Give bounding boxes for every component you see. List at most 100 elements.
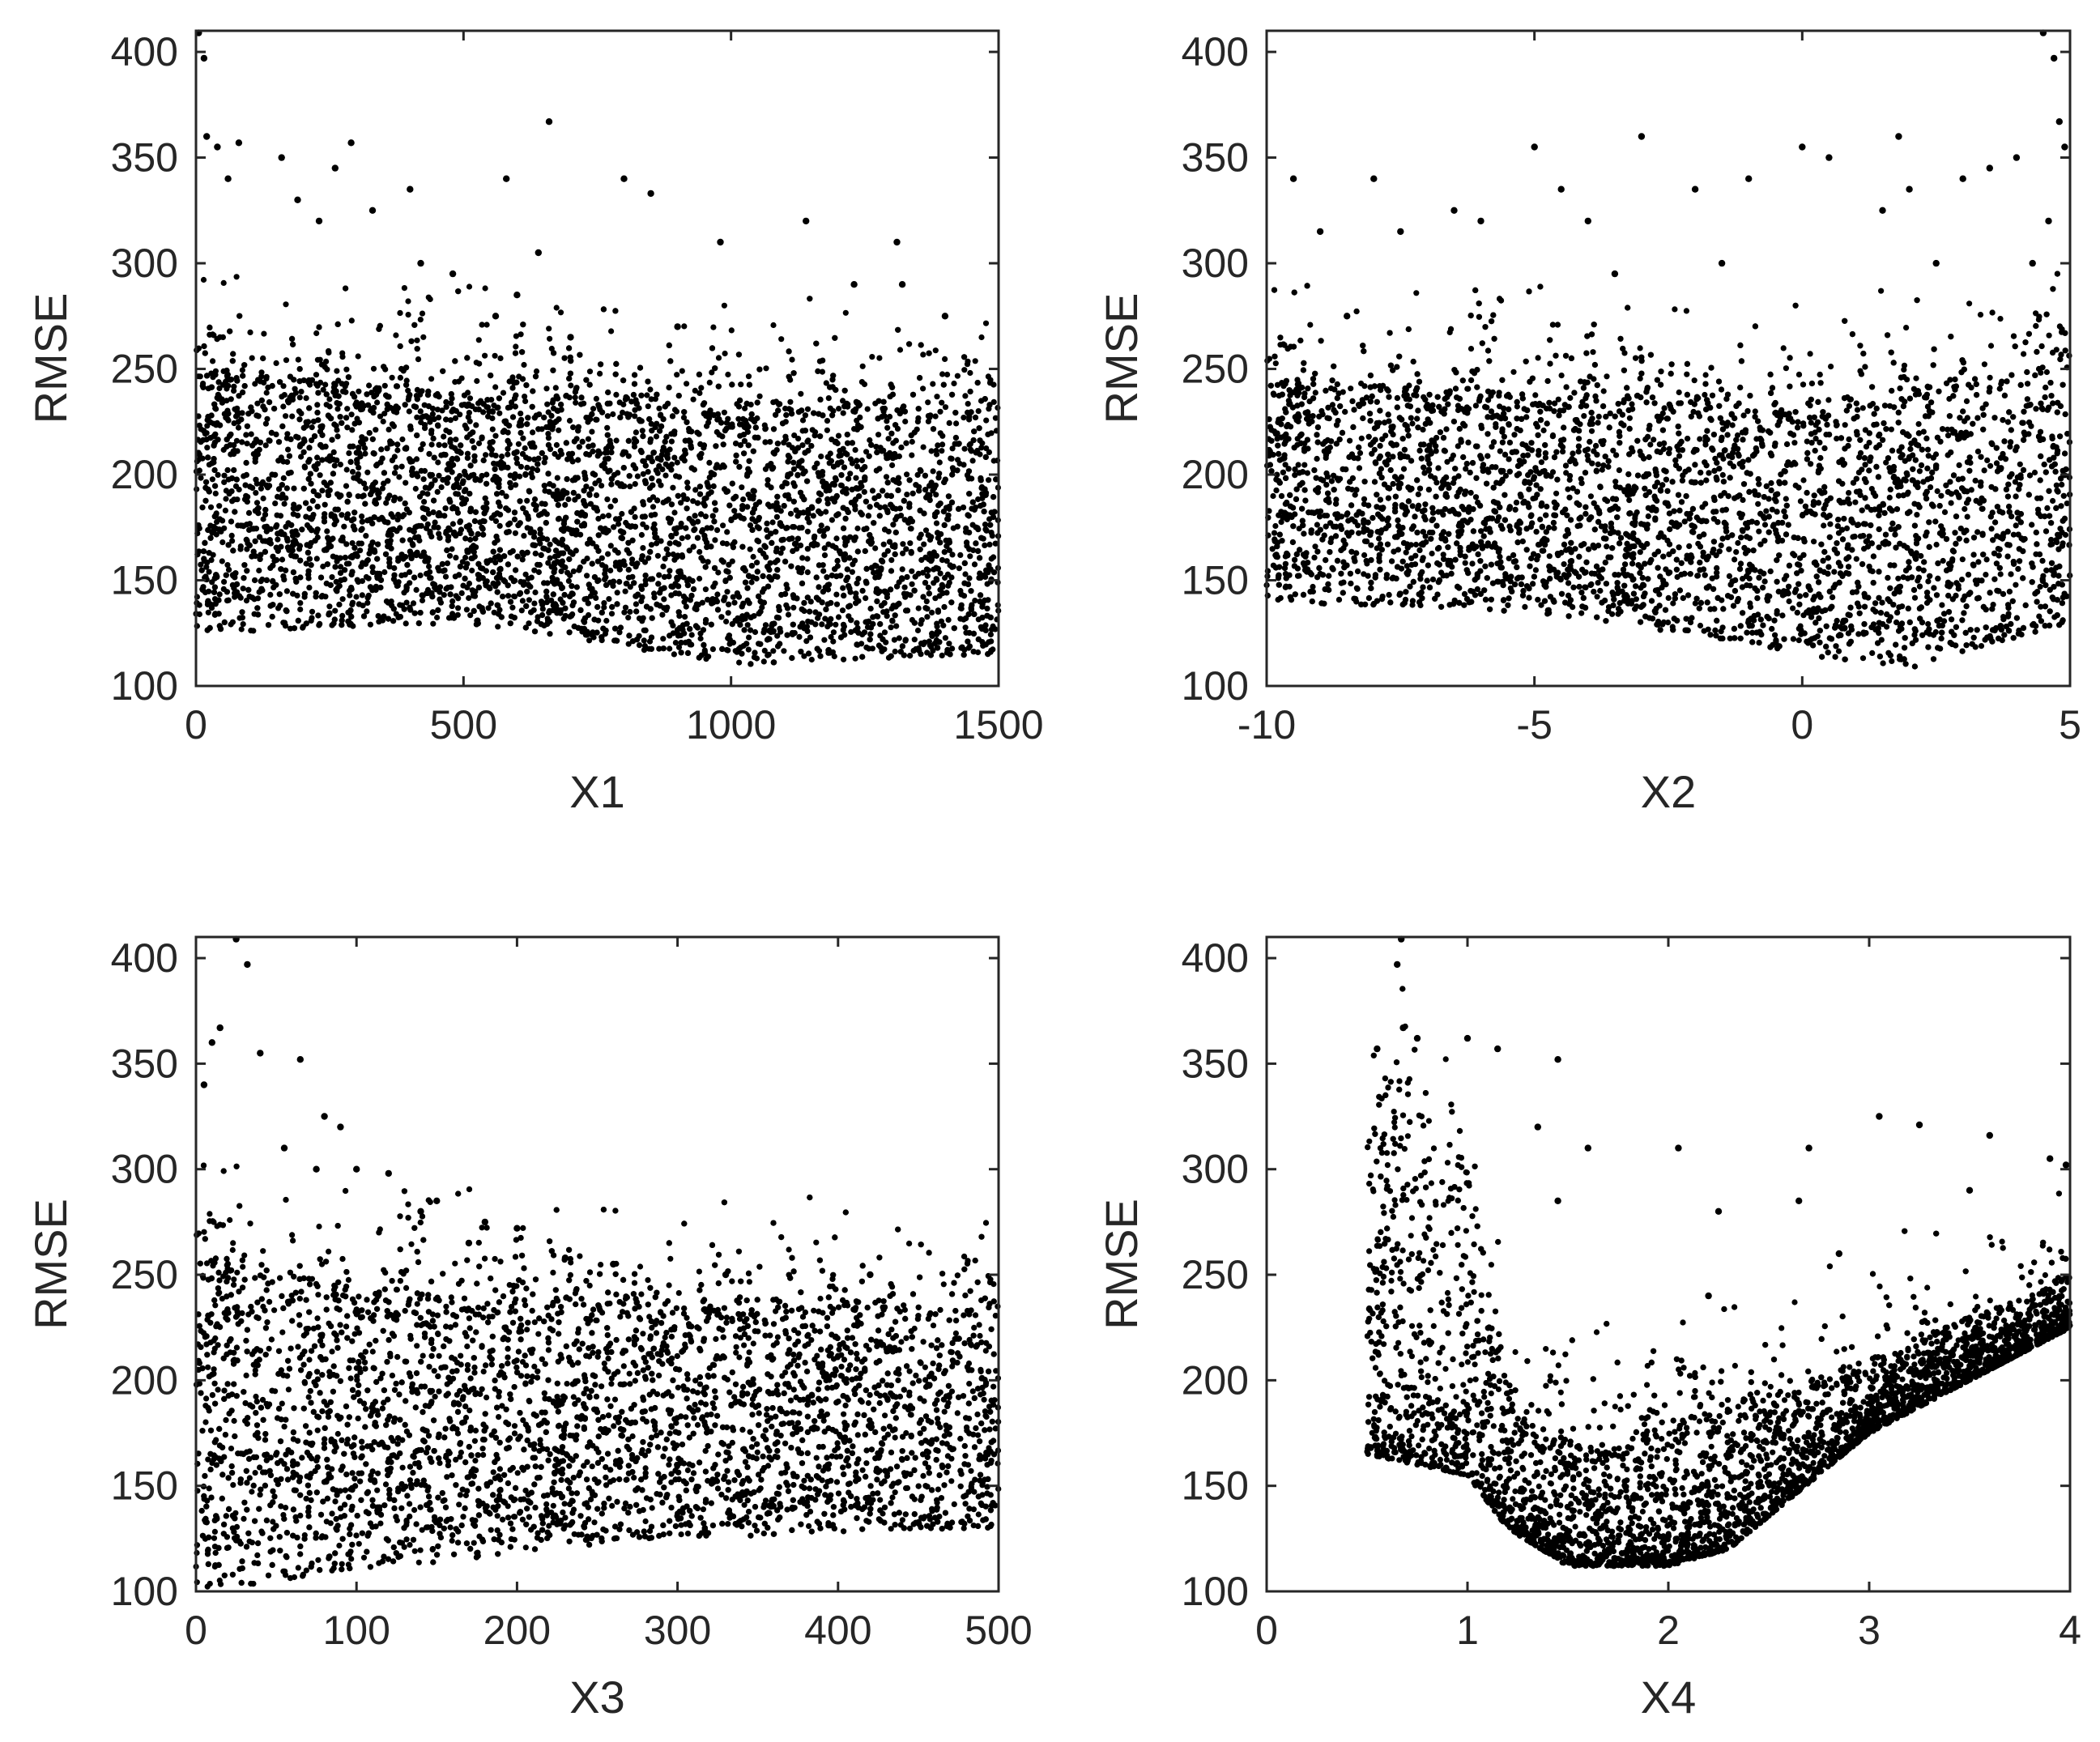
data-point [870, 614, 876, 620]
data-point [967, 388, 973, 395]
data-point [742, 579, 749, 586]
data-point [737, 397, 743, 403]
data-point [696, 575, 703, 582]
data-point [741, 450, 748, 457]
data-point [901, 584, 908, 590]
data-point [329, 622, 335, 628]
data-point [768, 484, 774, 491]
data-point [261, 330, 267, 337]
data-point [951, 625, 957, 632]
data-point [512, 530, 519, 536]
data-point [685, 638, 692, 645]
data-point [306, 556, 313, 562]
data-point [553, 305, 560, 311]
data-point [684, 381, 690, 387]
data-point [821, 552, 828, 559]
data-point [513, 343, 519, 350]
data-point [431, 497, 437, 504]
data-point [466, 395, 474, 402]
data-point [544, 580, 551, 586]
data-point [721, 409, 728, 415]
data-point [341, 523, 347, 530]
data-point [349, 469, 356, 475]
data-point [821, 637, 828, 643]
data-point [622, 604, 629, 611]
data-point [344, 406, 351, 412]
data-point [542, 454, 548, 462]
data-point [666, 342, 672, 348]
data-point [752, 628, 759, 636]
data-point [967, 369, 973, 377]
data-point [909, 452, 915, 458]
data-point [331, 462, 338, 469]
data-point [674, 459, 680, 466]
data-point [841, 656, 847, 662]
data-point [205, 609, 211, 615]
data-point [654, 391, 660, 398]
data-point [648, 542, 655, 548]
data-point [632, 513, 638, 521]
data-point [228, 488, 235, 495]
data-point [326, 348, 332, 355]
data-point [986, 449, 992, 456]
data-point [615, 470, 621, 476]
data-point [627, 483, 633, 490]
data-point [495, 404, 501, 411]
data-point [353, 594, 360, 600]
data-point [419, 592, 425, 598]
data-point [612, 625, 619, 632]
data-point [649, 428, 655, 434]
data-point [748, 579, 755, 586]
data-point [413, 456, 420, 462]
data-point [412, 535, 419, 541]
data-point [471, 445, 477, 451]
data-point [226, 566, 232, 573]
data-point [391, 494, 398, 500]
data-point [435, 422, 441, 428]
data-point [739, 484, 745, 491]
data-point [343, 483, 350, 489]
data-point [324, 528, 330, 535]
data-point [625, 615, 632, 621]
data-point [466, 491, 473, 497]
data-point [492, 517, 500, 525]
data-point [553, 547, 560, 554]
data-point [330, 449, 337, 456]
data-point [349, 601, 356, 608]
data-point [851, 426, 858, 432]
data-point [760, 550, 767, 557]
data-point [970, 437, 977, 444]
data-point [815, 615, 821, 621]
data-point [229, 358, 236, 364]
data-point [589, 428, 595, 435]
data-point [925, 399, 931, 406]
data-point [961, 560, 968, 567]
data-point [467, 536, 474, 543]
data-point [804, 478, 811, 484]
data-point [385, 426, 392, 433]
data-point [842, 309, 849, 316]
data-point [774, 567, 781, 573]
data-point [799, 555, 806, 561]
data-point [413, 586, 420, 594]
data-point [463, 607, 471, 613]
data-point [545, 560, 552, 566]
data-point [690, 520, 696, 526]
data-point [200, 384, 207, 390]
data-point [811, 410, 817, 416]
data-point [867, 637, 873, 643]
data-point [832, 439, 838, 445]
data-point [273, 431, 279, 438]
data-point [541, 459, 547, 466]
data-point [220, 279, 227, 286]
data-point [253, 490, 259, 496]
data-point [754, 569, 760, 575]
data-point [908, 526, 914, 532]
data-point [859, 654, 866, 660]
data-point [639, 553, 645, 560]
data-point [390, 606, 397, 612]
data-point [316, 324, 322, 330]
data-point [412, 485, 419, 492]
data-point [723, 618, 730, 625]
data-point [339, 354, 346, 360]
